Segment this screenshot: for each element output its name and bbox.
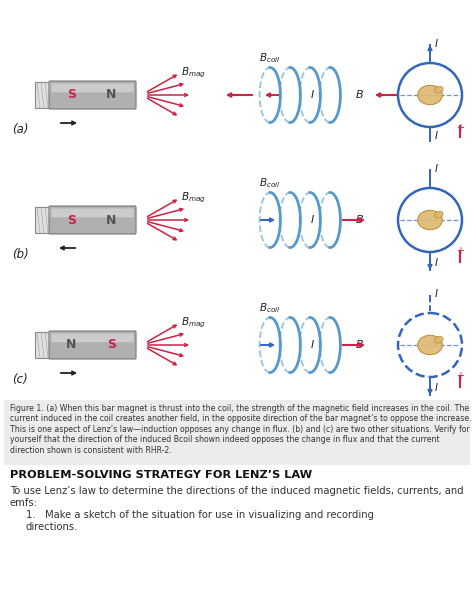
- Text: $B_{coil}$: $B_{coil}$: [259, 301, 281, 315]
- Text: $B_{mag}$: $B_{mag}$: [181, 191, 206, 205]
- Text: $B_{mag}$: $B_{mag}$: [181, 66, 206, 80]
- Ellipse shape: [435, 337, 443, 343]
- Text: I: I: [310, 340, 314, 350]
- Text: S: S: [67, 213, 76, 226]
- Text: $B_{coil}$: $B_{coil}$: [259, 51, 281, 65]
- Text: +: +: [456, 371, 464, 381]
- Ellipse shape: [418, 85, 442, 105]
- Text: I: I: [310, 90, 314, 100]
- Text: Figure 1. (a) When this bar magnet is thrust into the coil, the strength of the : Figure 1. (a) When this bar magnet is th…: [10, 404, 472, 455]
- Text: (b): (b): [12, 248, 29, 261]
- Text: N: N: [106, 213, 117, 226]
- Text: To use Lenz’s law to determine the directions of the induced magnetic fields, cu: To use Lenz’s law to determine the direc…: [10, 486, 464, 508]
- Text: N: N: [66, 338, 76, 351]
- Text: (a): (a): [12, 123, 28, 136]
- Ellipse shape: [435, 211, 443, 218]
- Text: (c): (c): [12, 373, 28, 386]
- Text: I: I: [310, 215, 314, 225]
- Text: S: S: [67, 88, 76, 102]
- Text: I: I: [435, 131, 438, 141]
- Bar: [35, 332, 50, 358]
- Bar: [4, 400, 470, 465]
- Text: I: I: [435, 39, 438, 49]
- Text: S: S: [107, 338, 116, 351]
- FancyBboxPatch shape: [52, 333, 134, 342]
- Ellipse shape: [418, 335, 442, 355]
- Ellipse shape: [418, 210, 442, 230]
- Text: $B_{mag}$: $B_{mag}$: [181, 316, 206, 330]
- FancyBboxPatch shape: [52, 83, 134, 93]
- Text: +: +: [456, 246, 464, 256]
- Text: $B_{coil}$: $B_{coil}$: [259, 176, 281, 190]
- Bar: [35, 207, 50, 233]
- Text: B: B: [356, 340, 364, 350]
- Bar: [35, 82, 50, 108]
- Text: I: I: [435, 383, 438, 393]
- FancyBboxPatch shape: [52, 208, 134, 217]
- Text: N: N: [106, 88, 117, 102]
- Text: I: I: [435, 289, 438, 299]
- Text: +: +: [456, 123, 464, 133]
- Text: B: B: [356, 90, 364, 100]
- FancyBboxPatch shape: [49, 331, 136, 359]
- Text: I: I: [435, 164, 438, 174]
- Text: 1.   Make a sketch of the situation for use in visualizing and recording
directi: 1. Make a sketch of the situation for us…: [26, 510, 374, 531]
- FancyBboxPatch shape: [49, 206, 136, 234]
- Text: PROBLEM-SOLVING STRATEGY FOR LENZ’S LAW: PROBLEM-SOLVING STRATEGY FOR LENZ’S LAW: [10, 470, 312, 480]
- FancyBboxPatch shape: [49, 81, 136, 109]
- Text: B: B: [356, 215, 364, 225]
- Bar: [0, 18, 474, 143]
- Text: I: I: [435, 258, 438, 268]
- Ellipse shape: [435, 86, 443, 93]
